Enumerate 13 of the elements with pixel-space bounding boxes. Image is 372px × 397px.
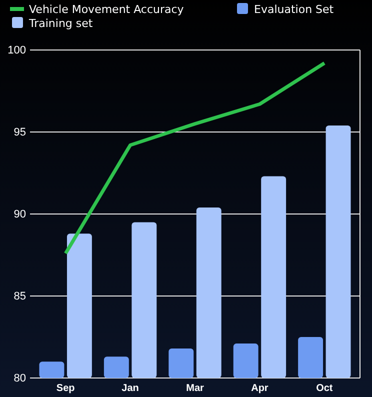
legend-label: Training set [28, 17, 94, 30]
x-tick-label: Jan [122, 383, 139, 394]
y-tick-label: 95 [14, 126, 26, 139]
legend-label: Evaluation Set [254, 3, 334, 16]
y-tick-label: 85 [14, 290, 26, 303]
x-tick-label: Sep [56, 383, 75, 394]
y-tick-label: 80 [14, 372, 26, 385]
x-tick-label: Oct [316, 383, 334, 394]
legend-label: Vehicle Movement Accuracy [29, 3, 184, 16]
x-tick-label: Mar [186, 383, 204, 394]
x-tick-label: Apr [251, 383, 268, 394]
y-tick-label: 100 [8, 44, 26, 57]
y-tick-label: 90 [14, 208, 26, 221]
